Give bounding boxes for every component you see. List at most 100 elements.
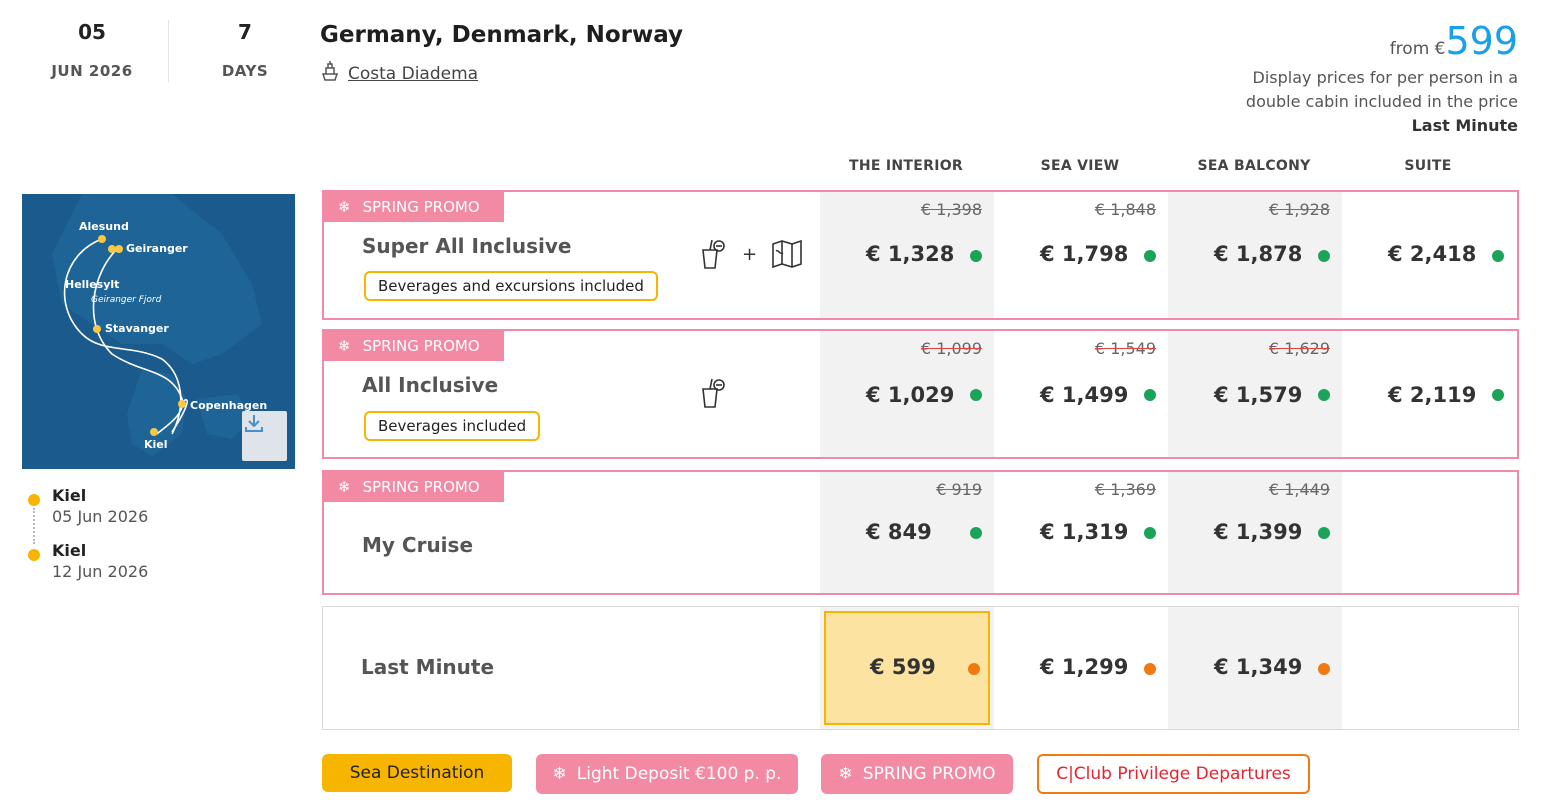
map-label-copenhagen: Copenhagen — [190, 399, 267, 412]
ship-info: Costa Diadema — [320, 60, 478, 87]
price-cell-sea-view[interactable]: € 1,299 — [994, 607, 1168, 729]
tag-cclub-privilege[interactable]: C|Club Privilege Departures — [1037, 754, 1310, 794]
itinerary: Kiel 05 Jun 2026 Kiel 12 Jun 2026 — [26, 486, 148, 596]
drink-icon — [702, 239, 725, 269]
price-cell-sea-balcony[interactable]: € 1,349 — [1168, 607, 1342, 729]
old-price: € 1,369 — [1094, 480, 1156, 499]
departure-month-year: JUN 2026 — [51, 62, 133, 80]
availability-dot — [970, 250, 982, 262]
tag-label: Sea Destination — [349, 763, 485, 783]
current-price: € 1,499 — [1040, 383, 1129, 407]
drink-icon — [702, 378, 725, 408]
promo-badge-label: SPRING PROMO — [362, 198, 480, 216]
snowflake-icon: ❄ — [838, 764, 853, 784]
ship-name-link[interactable]: Costa Diadema — [348, 63, 479, 84]
plus-sign: + — [742, 243, 758, 265]
availability-dot — [1318, 250, 1330, 262]
fare-row-my-cruise: ❄ SPRING PROMO My Cruise € 919 € 849 € 1… — [322, 470, 1519, 595]
current-price: € 1,349 — [1214, 655, 1303, 679]
price-cell-sea-view[interactable]: € 1,549 € 1,499 — [994, 331, 1168, 457]
price-cell-sea-balcony[interactable]: € 1,629 € 1,579 — [1168, 331, 1342, 457]
fare-name: Super All Inclusive — [362, 234, 572, 258]
price-cell-interior[interactable]: € 1,398 € 1,328 — [820, 192, 994, 318]
price-cell-suite[interactable]: € 2,119 — [1342, 331, 1516, 457]
price-cell-sea-view[interactable]: € 1,369 € 1,319 — [994, 472, 1168, 593]
current-price: € 1,319 — [1040, 520, 1129, 544]
from-price: 599 — [1445, 19, 1518, 63]
availability-dot — [970, 527, 982, 539]
duration-label: DAYS — [221, 62, 269, 80]
tag-light-deposit[interactable]: ❄ Light Deposit €100 p. p. — [536, 754, 798, 794]
itinerary-dot — [28, 549, 40, 561]
promo-badge: ❄ SPRING PROMO — [324, 331, 504, 361]
map-label-hellesylt: Hellesylt — [65, 278, 119, 291]
itinerary-connector — [33, 508, 35, 544]
current-price: € 2,418 — [1388, 242, 1477, 266]
price-cell-interior[interactable]: € 1,099 € 1,029 — [820, 331, 994, 457]
current-price: € 1,878 — [1214, 242, 1303, 266]
route-map[interactable]: Alesund Geiranger Hellesylt Geiranger Fj… — [22, 194, 295, 469]
price-cell-sea-balcony[interactable]: € 1,449 € 1,399 — [1168, 472, 1342, 593]
departure-date: 05 JUN 2026 — [22, 20, 162, 80]
current-price: € 1,328 — [866, 242, 955, 266]
current-price: € 1,299 — [1040, 655, 1129, 679]
fare-inclusion-tag: Beverages included — [364, 411, 541, 441]
promo-badge-label: SPRING PROMO — [362, 478, 480, 496]
availability-dot — [1492, 389, 1504, 401]
promo-badge: ❄ SPRING PROMO — [324, 192, 504, 222]
promo-badge: ❄ SPRING PROMO — [324, 472, 504, 502]
column-header-interior: THE INTERIOR — [848, 158, 963, 174]
price-cell-interior[interactable]: € 599 — [820, 607, 994, 729]
old-price: € 1,449 — [1268, 480, 1330, 499]
current-price: € 1,798 — [1040, 242, 1129, 266]
snowflake-icon: ❄ — [552, 764, 567, 784]
old-price: € 1,928 — [1268, 200, 1330, 219]
map-label-geiranger: Geiranger — [126, 242, 188, 255]
availability-dot — [1492, 250, 1504, 262]
availability-dot — [1144, 663, 1156, 675]
promo-badge-label: SPRING PROMO — [362, 337, 480, 355]
availability-dot — [970, 389, 982, 401]
ship-icon — [320, 60, 340, 87]
old-price: € 1,848 — [1094, 200, 1156, 219]
tag-sea-destination[interactable]: Sea Destination — [322, 754, 512, 792]
download-icon — [245, 415, 263, 432]
price-note: Display prices for per person in a doubl… — [1158, 66, 1518, 138]
map-label-stavanger: Stavanger — [105, 322, 169, 335]
availability-dot — [1144, 389, 1156, 401]
fare-row-super-all-inclusive: ❄ SPRING PROMO Super All Inclusive Bever… — [322, 190, 1519, 320]
itinerary-stop-departure: Kiel 05 Jun 2026 — [26, 486, 149, 544]
price-cell-suite[interactable]: € 2,418 — [1342, 192, 1516, 318]
price-summary: from €599 Display prices for per person … — [1158, 22, 1518, 138]
old-price: € 1,099 — [920, 339, 982, 358]
itinerary-date: 05 Jun 2026 — [52, 507, 149, 526]
price-cell-sea-view[interactable]: € 1,848 € 1,798 — [994, 192, 1168, 318]
fare-name: My Cruise — [362, 533, 474, 557]
price-note-line1: Display prices for per person in a — [1252, 68, 1518, 87]
current-price: € 2,119 — [1388, 383, 1477, 407]
current-price: € 1,399 — [1214, 520, 1303, 544]
fare-row-all-inclusive: ❄ SPRING PROMO All Inclusive Beverages i… — [322, 329, 1519, 459]
download-map-button[interactable] — [242, 411, 287, 461]
header-divider — [168, 20, 169, 82]
availability-dot — [1318, 389, 1330, 401]
duration-count: 7 — [238, 20, 252, 44]
fare-inclusion-tag: Beverages and excursions included — [364, 271, 658, 301]
selected-price-highlight[interactable]: € 599 — [824, 611, 990, 725]
map-label-alesund: Alesund — [79, 220, 129, 233]
price-note-line2: double cabin included in the price — [1245, 92, 1518, 111]
tag-label: Light Deposit €100 p. p. — [576, 764, 782, 784]
current-price: € 1,579 — [1214, 383, 1303, 407]
availability-dot — [1144, 527, 1156, 539]
column-header-sea-view: SEA VIEW — [1040, 158, 1120, 174]
map-label-kiel: Kiel — [144, 438, 168, 451]
availability-dot — [1318, 663, 1330, 675]
price-cell-sea-balcony[interactable]: € 1,928 € 1,878 — [1168, 192, 1342, 318]
tag-spring-promo[interactable]: ❄ SPRING PROMO — [821, 754, 1013, 794]
price-cell-interior[interactable]: € 919 € 849 — [820, 472, 994, 593]
old-price: € 919 — [936, 480, 982, 499]
fare-row-last-minute: Last Minute € 599 € 1,299 € 1,349 — [322, 606, 1519, 730]
map-icon — [772, 239, 802, 269]
old-price: € 1,549 — [1094, 339, 1156, 358]
cruise-title: Germany, Denmark, Norway — [320, 22, 684, 48]
